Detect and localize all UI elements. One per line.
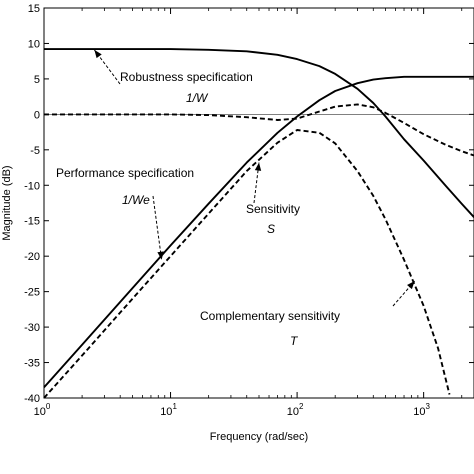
y-tick-label: -30 (24, 322, 40, 334)
y-tick-label: -10 (24, 180, 40, 192)
y-tick-label: -25 (24, 287, 40, 299)
ann-sensitivity: Sensitivity S (246, 202, 300, 236)
arrow-head-3 (407, 281, 415, 290)
x-tick-label: 100 (34, 402, 51, 418)
ann-robustness: Robustness specification 1/W (120, 70, 253, 105)
y-tick-label: -40 (24, 393, 40, 405)
ann-performance: Performance specification 1/We (56, 166, 194, 207)
arrow-head-0 (94, 49, 102, 59)
series-line-3 (43, 129, 451, 399)
x-tick-base: 10 (287, 406, 299, 418)
y-tick-label: 15 (28, 3, 40, 15)
x-tick-base: 10 (413, 406, 425, 418)
ann-performance-label: Performance specification (56, 166, 194, 180)
plot-area (43, 7, 474, 399)
x-tick-base: 10 (160, 406, 172, 418)
y-tick-label: -35 (24, 358, 40, 370)
arrow-shaft-2 (253, 162, 260, 204)
ann-complementary-symbol: T (290, 334, 299, 348)
y-tick-label: -20 (24, 251, 40, 263)
x-tick-exponent: 3 (426, 402, 431, 411)
x-tick-label: 103 (413, 402, 430, 418)
x-tick-label: 102 (287, 402, 304, 418)
y-tick-label: 10 (28, 38, 40, 50)
y-tick-label: -5 (30, 145, 40, 157)
x-tick-base: 10 (34, 406, 46, 418)
data-series (43, 48, 474, 399)
x-tick-exponent: 1 (172, 402, 177, 411)
y-tick-label: 5 (34, 74, 40, 86)
series-line-0 (44, 48, 474, 218)
arrow-shaft-1 (152, 195, 163, 260)
series-line-2 (43, 75, 474, 389)
ann-sensitivity-label: Sensitivity (246, 202, 300, 216)
y-axis-title: Magnitude (dB) (1, 165, 13, 240)
annotation-arrows (93, 49, 416, 307)
arrow-head-1 (157, 251, 164, 260)
ann-robustness-symbol: 1/W (186, 91, 209, 105)
ann-performance-symbol: 1/We (122, 193, 150, 207)
x-tick-exponent: 0 (46, 402, 51, 411)
ann-sensitivity-symbol: S (267, 222, 275, 236)
ann-robustness-label: Robustness specification (120, 70, 253, 84)
ann-complementary-label: Complementary sensitivity (200, 309, 340, 323)
ann-complementary: Complementary sensitivity T (200, 309, 340, 348)
x-tick-label: 101 (160, 402, 177, 418)
x-axis-title: Frequency (rad/sec) (210, 431, 308, 443)
y-tick-label: -15 (24, 216, 40, 228)
y-tick-label: 0 (34, 109, 40, 121)
x-tick-exponent: 2 (299, 402, 304, 411)
arrow-head-2 (254, 162, 262, 171)
